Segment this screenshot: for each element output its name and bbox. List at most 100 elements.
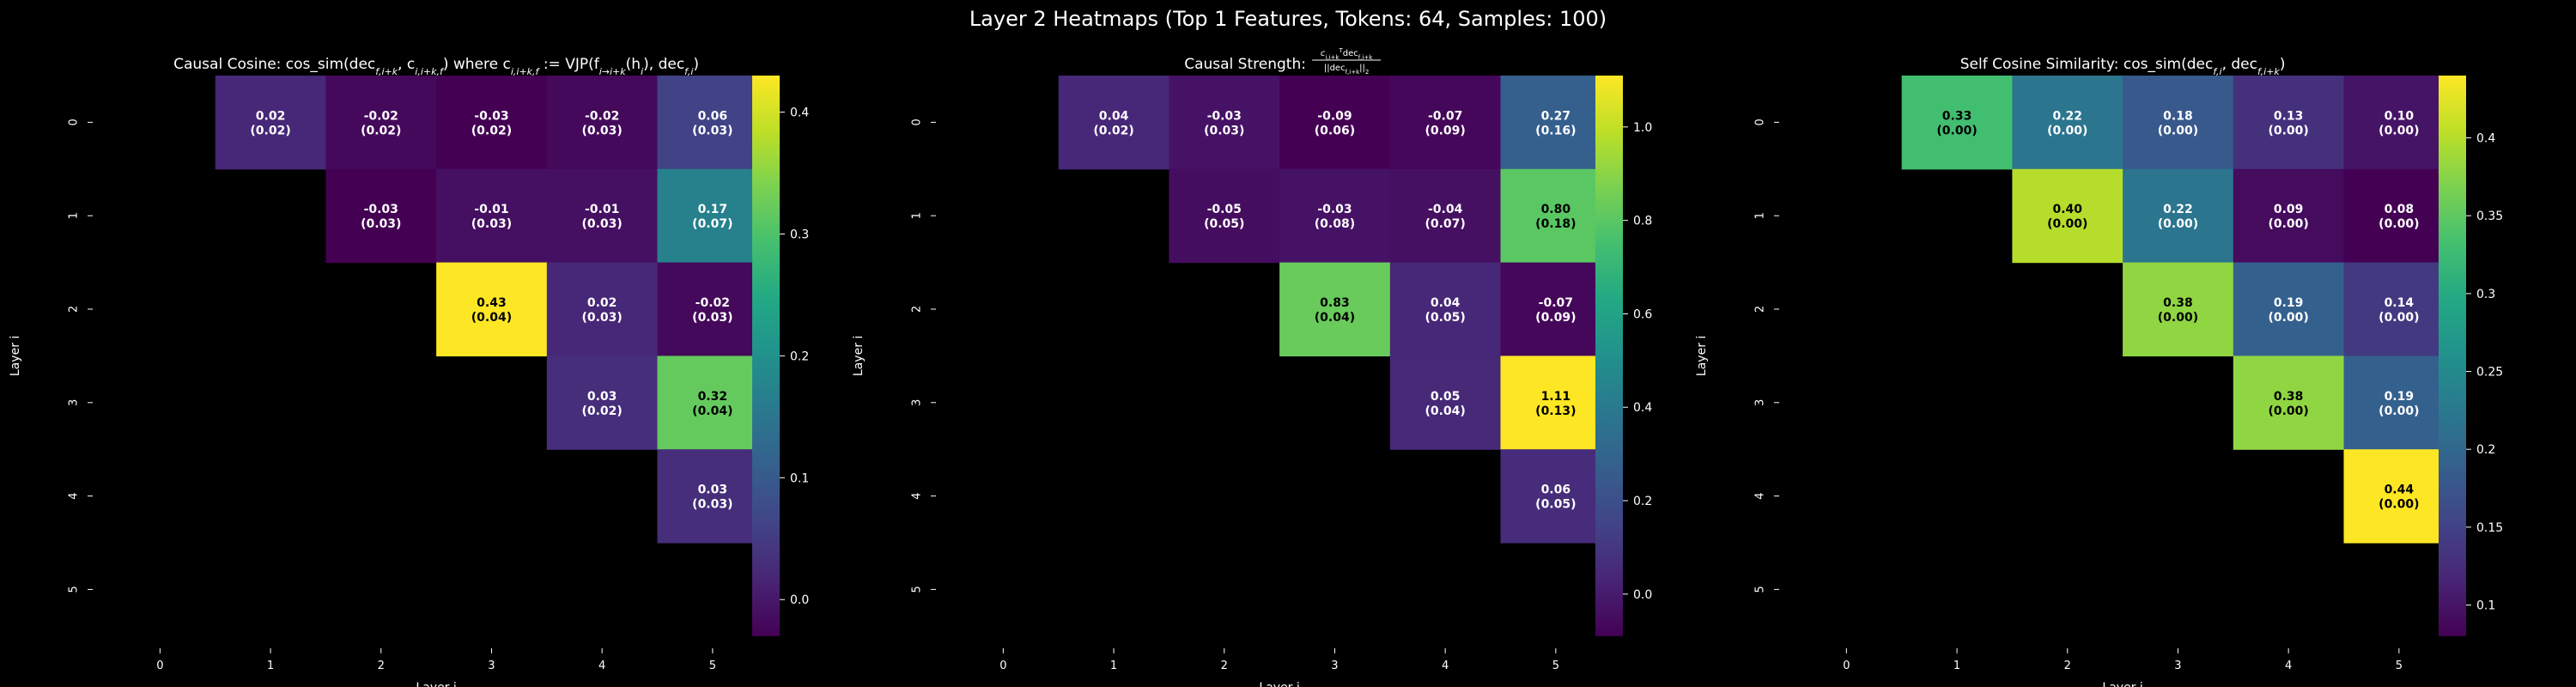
heatmap-cell	[1279, 262, 1391, 356]
colorbar	[752, 76, 780, 636]
cell-std-label: (0.00)	[2047, 124, 2087, 137]
heatmap-cell	[1389, 356, 1502, 450]
x-tick-label: 4	[2285, 660, 2292, 672]
y-tick-label: 1	[68, 212, 81, 219]
heatmap-cell	[1169, 168, 1280, 264]
colorbar-tick-label: 0.4	[1633, 401, 1652, 415]
cell-value-label: -0.07	[1428, 109, 1462, 123]
heatmap-cell	[2233, 76, 2345, 170]
cell-value-label: -0.03	[1317, 203, 1352, 216]
cell-std-label: (0.00)	[1936, 124, 1977, 137]
x-tick-label: 4	[1442, 660, 1449, 672]
cell-std-label: (0.09)	[1425, 124, 1465, 137]
cell-value-label: -0.02	[696, 296, 730, 310]
cell-std-label: (0.00)	[2379, 311, 2419, 325]
x-tick-label: 2	[2064, 660, 2071, 672]
cell-value-label: 0.80	[1541, 203, 1571, 216]
cell-value-label: 0.02	[587, 296, 617, 310]
cell-value-label: 0.40	[2052, 203, 2082, 216]
heatmap-cell	[657, 449, 769, 544]
cell-std-label: (0.02)	[250, 124, 290, 137]
heatmap-panel-3: 0.33(0.00)0.22(0.00)0.18(0.00)0.13(0.00)…	[1695, 56, 2503, 687]
title-fraction-denominator: ||decf,i+k||2	[1324, 64, 1370, 76]
heatmap-cell	[2123, 168, 2234, 264]
cell-std-label: (0.00)	[2047, 217, 2087, 231]
cell-std-label: (0.03)	[692, 311, 732, 325]
x-tick-label: 0	[156, 660, 163, 672]
heatmap-cell	[2233, 356, 2345, 450]
y-tick-label: 4	[68, 492, 81, 499]
cell-std-label: (0.07)	[692, 217, 732, 231]
x-tick-label: 3	[1331, 660, 1338, 672]
y-axis-label: Layer i	[852, 336, 866, 376]
cell-value-label: -0.03	[474, 109, 508, 123]
panel-title: Self Cosine Similarity: cos_sim(decf,i, …	[1960, 56, 2286, 77]
heatmap-cell	[2233, 262, 2345, 356]
heatmap-cell	[2123, 262, 2234, 356]
heatmap-panel-2: 0.04(0.02)-0.03(0.03)-0.09(0.06)-0.07(0.…	[852, 47, 1652, 687]
cell-value-label: -0.02	[585, 109, 619, 123]
heatmap-cell	[1389, 76, 1502, 170]
heatmap-cell	[546, 76, 659, 170]
heatmap-cell	[436, 262, 548, 356]
heatmap-cell	[2343, 449, 2455, 544]
cell-std-label: (0.00)	[2158, 217, 2198, 231]
cell-std-label: (0.08)	[1315, 217, 1355, 231]
x-tick-label: 0	[999, 660, 1006, 672]
cell-value-label: -0.04	[1428, 203, 1463, 216]
colorbar-tick-label: 0.6	[1633, 307, 1652, 321]
x-tick-label: 3	[2174, 660, 2181, 672]
heatmap-cell	[2012, 168, 2123, 264]
cell-std-label: (0.04)	[471, 311, 512, 325]
cell-std-label: (0.03)	[471, 217, 512, 231]
cell-value-label: 0.06	[698, 109, 728, 123]
x-tick-label: 1	[1953, 660, 1960, 672]
cell-std-label: (0.00)	[2268, 311, 2308, 325]
cell-std-label: (0.03)	[581, 217, 622, 231]
cell-std-label: (0.18)	[1535, 217, 1576, 231]
colorbar-tick-label: 0.1	[2476, 599, 2495, 613]
x-tick-label: 1	[1110, 660, 1117, 672]
cell-std-label: (0.03)	[692, 498, 732, 512]
colorbar-tick-label: 0.15	[2476, 521, 2503, 535]
y-tick-label: 5	[911, 586, 924, 593]
heatmap-cell	[2343, 76, 2455, 170]
cell-std-label: (0.00)	[2379, 404, 2419, 418]
panel-title: Causal Strength:	[1184, 56, 1306, 73]
cell-value-label: 0.17	[698, 203, 728, 216]
heatmap-cell	[1279, 76, 1391, 170]
cell-value-label: -0.09	[1317, 109, 1352, 123]
cell-std-label: (0.07)	[1425, 217, 1465, 231]
cell-std-label: (0.00)	[2158, 124, 2198, 137]
cell-value-label: 0.08	[2385, 203, 2415, 216]
cell-std-label: (0.00)	[2268, 404, 2308, 418]
heatmap-cell	[1058, 76, 1170, 170]
cell-value-label: 0.02	[256, 109, 286, 123]
cell-value-label: 0.06	[1541, 483, 1571, 497]
heatmap-cell	[1500, 356, 1612, 450]
heatmap-cell	[657, 356, 769, 450]
cell-value-label: 0.32	[698, 390, 728, 404]
x-tick-label: 2	[1221, 660, 1228, 672]
heatmap-cell	[1901, 76, 2013, 170]
heatmap-cell	[1500, 449, 1612, 544]
colorbar-tick-label: 1.0	[1633, 121, 1652, 135]
figure-title: Layer 2 Heatmaps (Top 1 Features, Tokens…	[969, 7, 1607, 31]
x-axis-label: Layer j	[416, 681, 456, 687]
cell-value-label: 0.14	[2385, 296, 2415, 310]
y-axis-label: Layer i	[9, 336, 22, 376]
cell-value-label: -0.07	[1539, 296, 1573, 310]
heatmap-cell	[436, 168, 548, 264]
cell-std-label: (0.03)	[581, 124, 622, 137]
cell-std-label: (0.00)	[2379, 498, 2419, 512]
x-tick-label: 1	[267, 660, 274, 672]
colorbar	[1595, 76, 1623, 636]
y-tick-label: 0	[911, 119, 924, 125]
heatmap-cell	[2343, 356, 2455, 450]
colorbar-tick-label: 0.2	[790, 350, 809, 363]
heatmap-cell	[657, 76, 769, 170]
cell-value-label: -0.03	[1207, 109, 1242, 123]
cell-std-label: (0.04)	[692, 404, 732, 418]
colorbar-tick-label: 0.8	[1633, 215, 1652, 228]
